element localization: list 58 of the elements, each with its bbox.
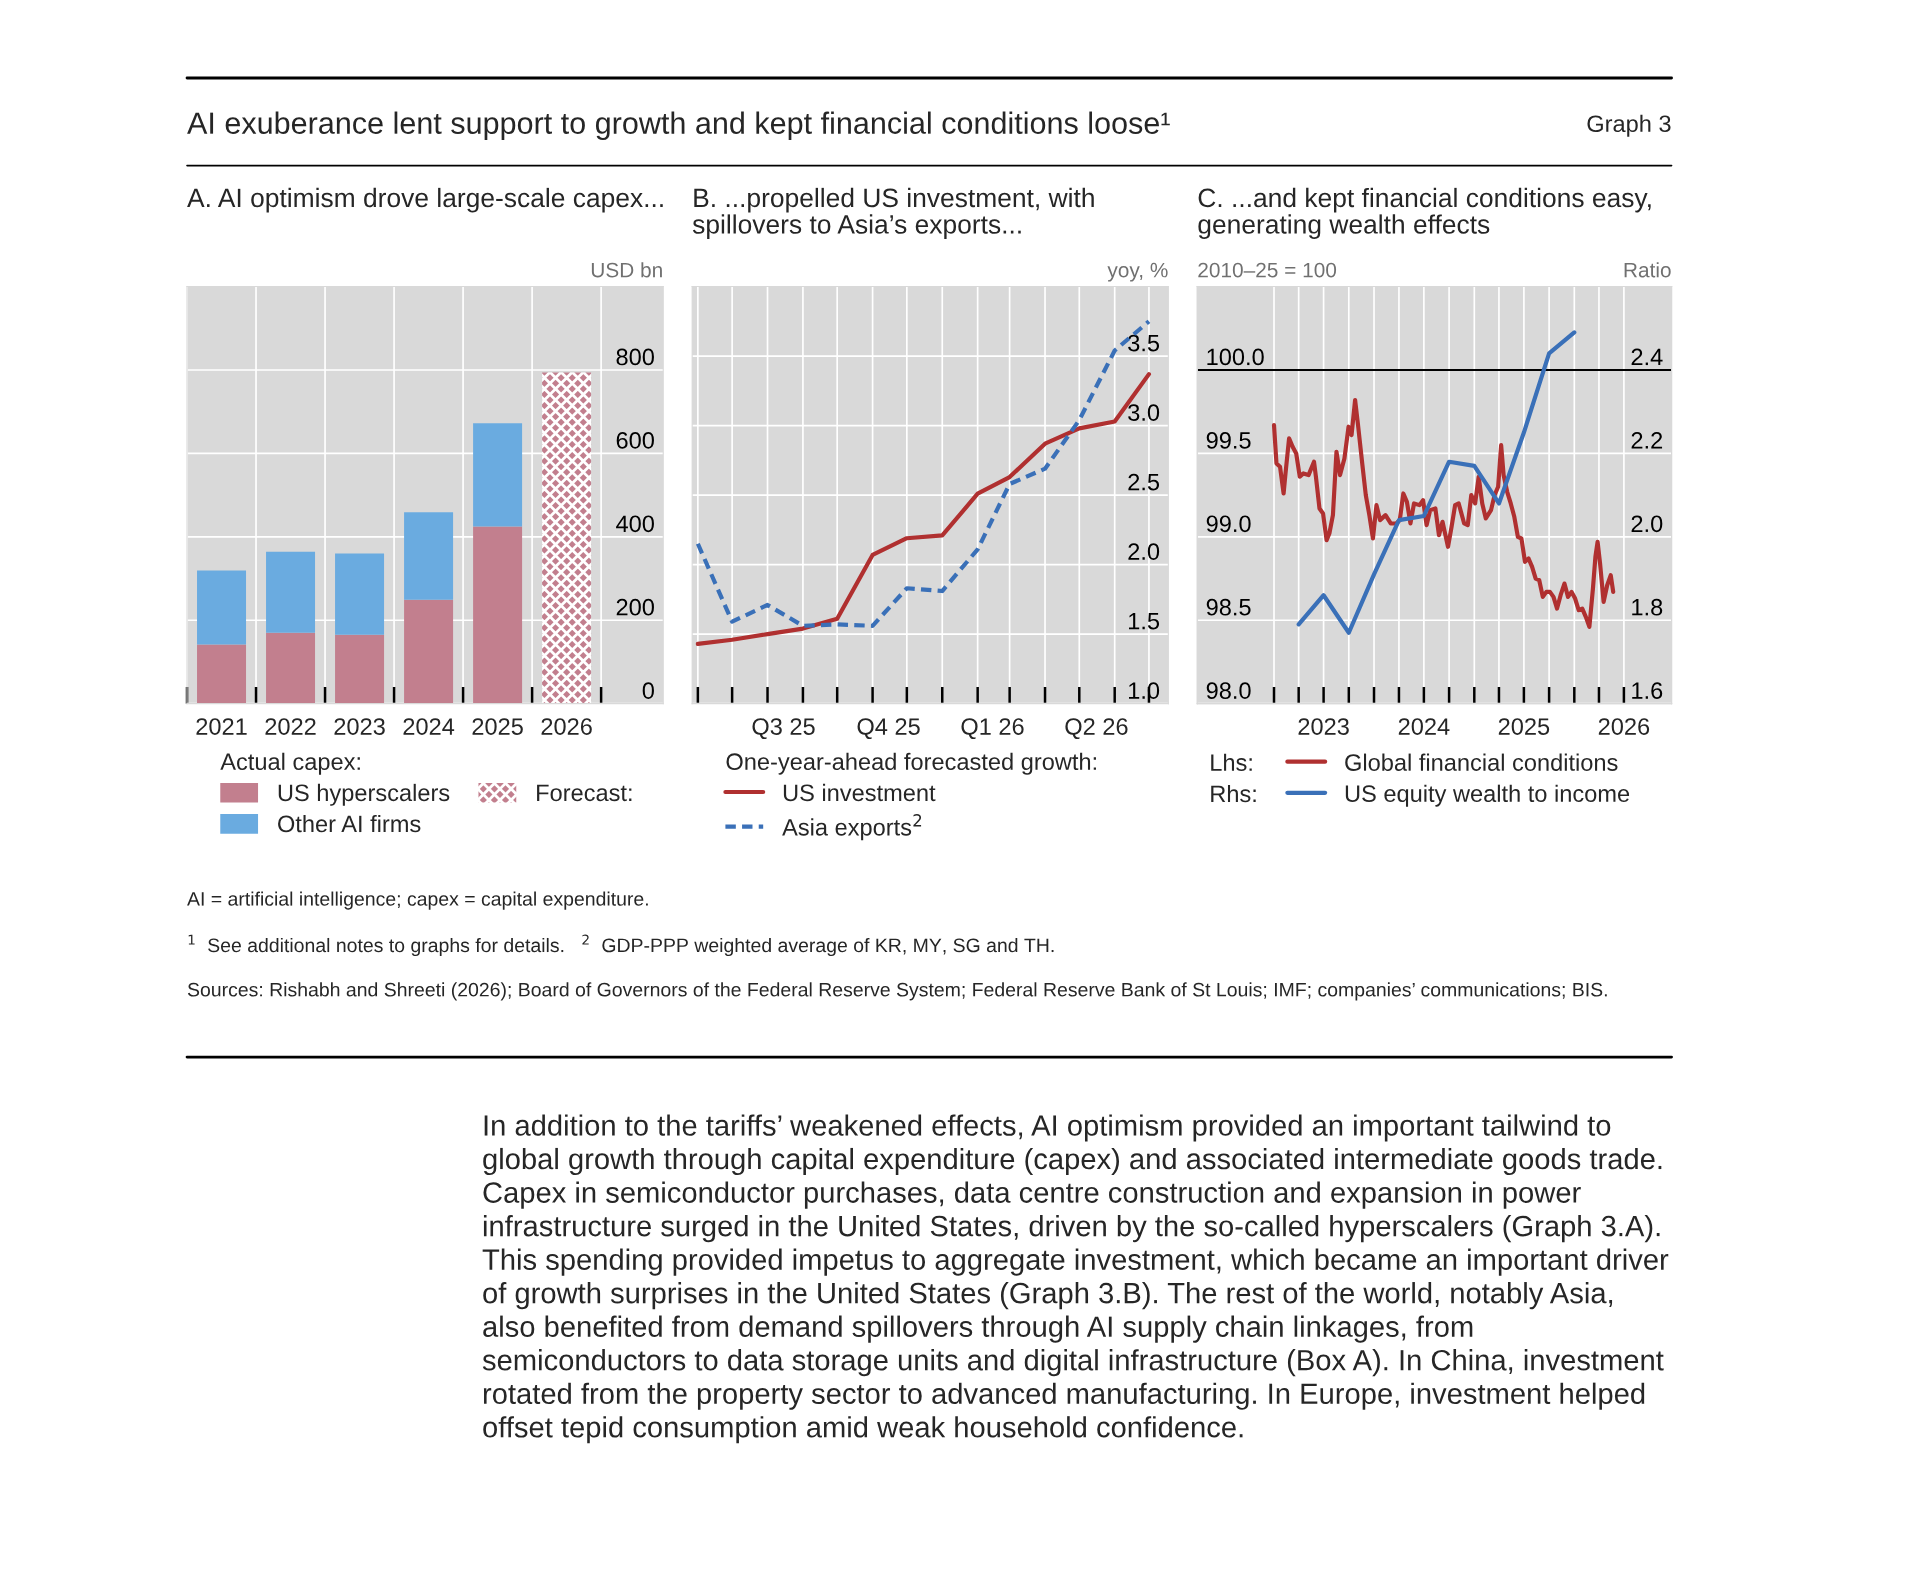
y-axis-title: USD bn: [591, 262, 662, 278]
y-tick-label: 2.0: [1128, 543, 1160, 560]
chart-title: A. AI optimism drove large-scale capex...: [187, 187, 663, 213]
y2-axis-title: Ratio: [1624, 262, 1671, 278]
legend-label: Global financial conditions: [1345, 753, 1618, 771]
y2-tick-label: 2.4: [1631, 348, 1663, 366]
x-tick-label: 2025: [1498, 718, 1550, 735]
legend-label: US investment: [783, 783, 936, 802]
y-tick-label: 3.0: [1128, 404, 1160, 421]
text: Rhs:: [1211, 784, 1256, 803]
y-tick-label: 1.5: [1129, 613, 1160, 630]
legend-label: Forecast:: [537, 784, 632, 802]
y-tick-label: 98.5: [1206, 598, 1251, 616]
text: Lhs:: [1211, 753, 1252, 772]
chart-title: B. ...propelled US investment, with spillovers to Asia’s exports...: [692, 187, 1094, 239]
source-note: Sources: Rishabh and Shreeti (2026); Board of Governors of the Federal Reserve System; Federal Reserve Bank of St Louis; IMF; companies’ communications; BIS.: [187, 982, 1607, 1001]
y-axis-title: 2010–25 = 100: [1198, 262, 1337, 278]
x-tick-label: Q4 25: [857, 718, 920, 740]
legend-label: US equity wealth to income: [1345, 784, 1630, 807]
x-tick-label: 2021: [196, 718, 247, 735]
x-tick-label: 2023: [1298, 718, 1349, 735]
x-tick-label: 2023: [334, 718, 385, 735]
y-tick-label: 2.5: [1128, 473, 1160, 491]
y-tick-label: 99.5: [1206, 432, 1251, 449]
y-tick-label: 100.0: [1207, 348, 1264, 366]
x-tick-label: Q2 26: [1065, 718, 1128, 740]
y2-tick-label: 2.2: [1631, 432, 1663, 449]
x-tick-label: 2025: [472, 718, 523, 735]
x-tick-label: 2024: [1398, 718, 1450, 735]
x-tick-label: Q3 25: [752, 718, 815, 740]
y-tick-label: 200: [616, 598, 654, 616]
y2-tick-label: 1.8: [1632, 598, 1663, 616]
text: AI exuberance lent support to growth and kept financial conditions loose¹: [187, 111, 1170, 141]
y-axis-title: yoy, %: [1107, 262, 1168, 282]
text: $^{1}$ See additional notes to graphs for details. $^{2}$ GDP-PPP weighted average of KR, MY, SG and TH.: [188, 934, 1054, 957]
x-tick-label: 2024: [403, 718, 455, 735]
legend-label: Other AI firms: [278, 814, 421, 833]
legend-label: US hyperscalers: [278, 783, 450, 806]
x-tick-label: 2026: [1598, 718, 1650, 735]
y-tick-label: 600: [616, 432, 654, 449]
text: AI = artificial intelligence; capex = capital expenditure.: [187, 891, 648, 910]
y-tick-label: 800: [616, 348, 654, 366]
y2-tick-label: 1.6: [1632, 682, 1663, 699]
y-tick-label: 400: [616, 515, 654, 533]
y-tick-label: 0: [642, 682, 654, 699]
text: In addition to the tariffs’ weakened effects, AI optimism provided an important tailwind to global growth through capital expenditure (capex) and associated intermediate goods trade. Capex in semiconductor purchases, data centre construction and expansion in power infrastructure surged in the United States, driven by the so-called hyperscalers (Graph 3.A). This spending provided impetus to aggregate investment, which became an important driver of growth surprises in the United States (Graph 3.B). The rest of the world, notably Asia, also benefited from demand spillovers through AI supply chain linkages, from semiconductors to data storage units and digital infrastructure (Box A). In China, investment rotated from the property sector to advanced manufacturing. In Europe, investment helped offset tepid consumption amid weak household confidence.: [482, 1114, 1669, 1444]
chart-title: C. ...and kept financial conditions easy, generating wealth effects: [1198, 187, 1651, 239]
x-tick-label: 2022: [265, 718, 316, 735]
y-tick-label: 3.5: [1128, 334, 1160, 352]
y-tick-label: 98.0: [1206, 682, 1251, 699]
legend-label: Asia exports$^{2}$: [782, 814, 922, 841]
x-tick-label: Q1 26: [961, 718, 1024, 740]
legend-title: One-year-ahead forecasted growth:: [726, 752, 1096, 775]
legend-title: Actual capex:: [220, 752, 360, 775]
y-tick-label: 99.0: [1206, 515, 1251, 533]
y2-tick-label: 2.0: [1631, 515, 1663, 533]
caption: Graph 3: [1587, 114, 1671, 137]
x-tick-label: 2026: [541, 718, 592, 735]
